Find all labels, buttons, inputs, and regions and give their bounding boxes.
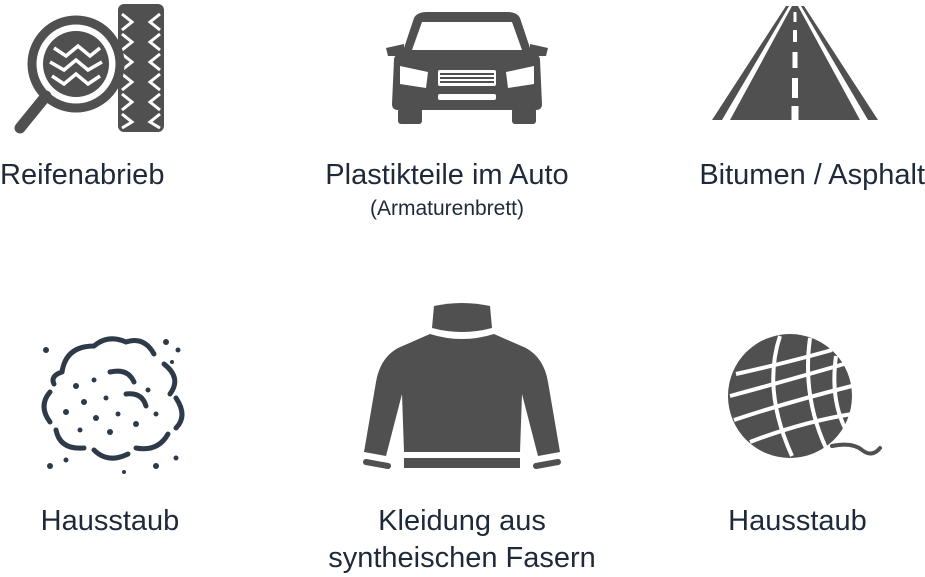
label-synthetic-line2: syntheischen Fasern [328, 542, 596, 574]
label-house-dust: Hausstaub [40, 505, 180, 537]
sweater-icon [363, 303, 561, 469]
sublabel-car-plastic: (Armaturenbrett) [369, 197, 525, 220]
yarn-ball-icon [728, 334, 882, 458]
label-asphalt: Bitumen / Asphalt [699, 159, 925, 191]
label-car-plastic: Plastikteile im Auto [325, 159, 569, 191]
dust-cloud-icon [41, 336, 185, 474]
tire-magnifier-icon [14, 4, 164, 134]
label-synthetic-line1: Kleidung aus [378, 505, 546, 537]
car-front-icon [386, 12, 548, 124]
label-tire-abrasion: Reifenabrieb [0, 159, 165, 191]
road-icon [712, 6, 878, 120]
label-yarn-ball: Hausstaub [728, 505, 867, 537]
